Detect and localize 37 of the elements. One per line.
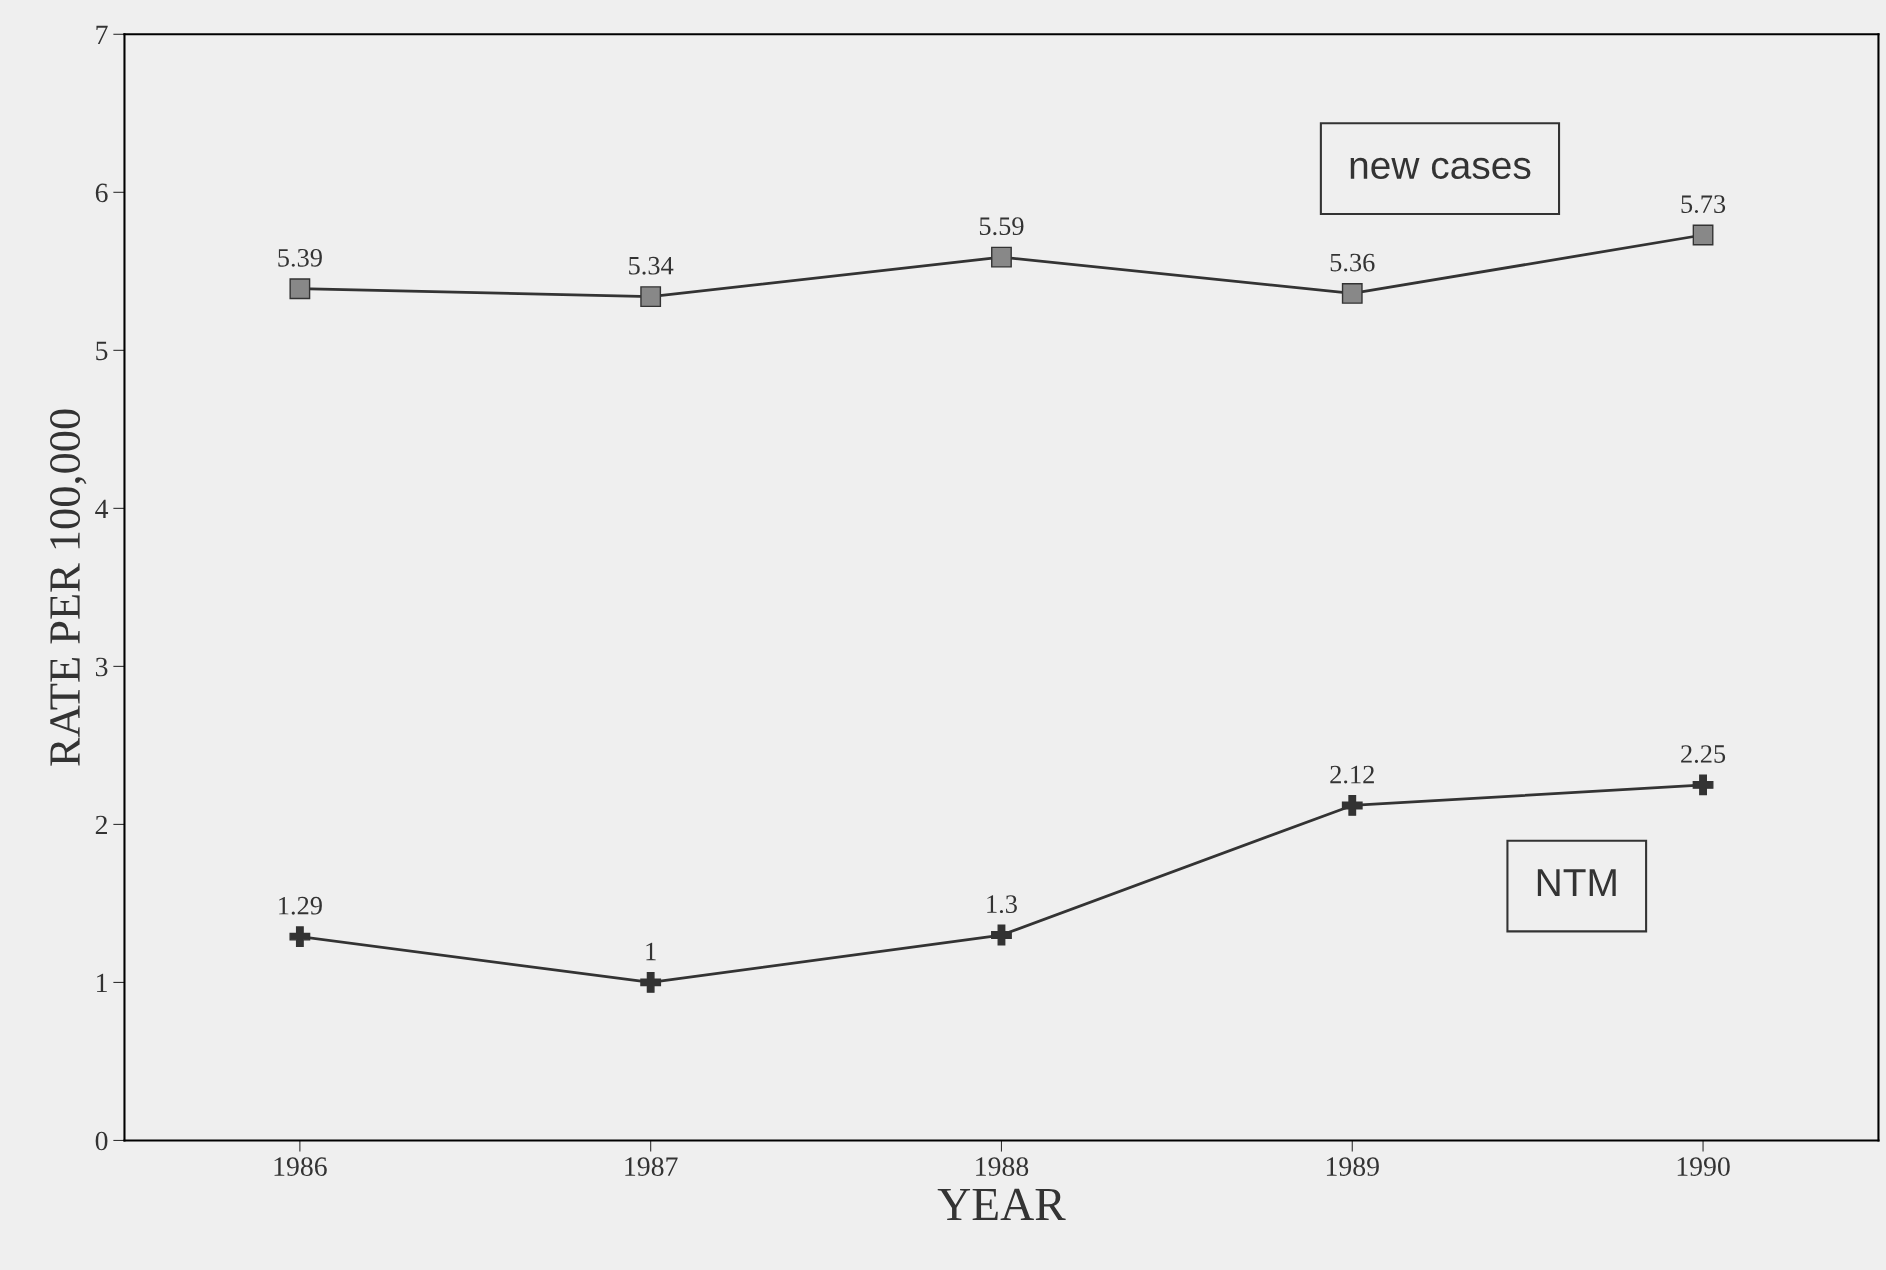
y-tick-label: 3 [95,657,108,677]
data-label: 2.25 [1681,745,1726,763]
point [289,278,311,300]
point [640,972,662,993]
y-axis-title: RATE PER 100,000 [50,409,87,766]
data-label: 1 [646,942,656,961]
text: new cases [1350,157,1531,180]
y-tick-label: 4 [95,499,109,518]
y-tick-label: 5 [96,341,108,361]
data-label: 5.39 [278,248,322,267]
point [289,926,311,948]
data-label: 2.12 [1330,765,1374,784]
point [640,286,662,308]
data-label: 5.36 [1330,253,1375,272]
y-tick-label: 1 [97,973,107,993]
point [1341,283,1363,304]
data-label: 5.59 [979,217,1024,236]
point [991,924,1012,946]
point [1692,774,1714,796]
data-label: 5.73 [1681,195,1726,214]
x-tick-label: 1986 [274,1157,327,1176]
x-tick-label: 1988 [976,1157,1029,1176]
x-tick-label: 1989 [1326,1157,1379,1176]
y-tick-label: 6 [95,183,108,203]
point [991,246,1012,268]
x-tick-label: 1987 [625,1157,678,1176]
y-tick-label: 2 [95,815,107,835]
x-axis-title: YEAR [937,1188,1066,1220]
y-tick-label: 0 [95,1131,108,1151]
data-label: 1.29 [279,896,322,915]
data-label: 1.3 [987,895,1017,914]
y-tick-label: 7 [96,25,108,44]
series-label: NTM [1537,869,1616,897]
data-label: 5.34 [629,256,674,275]
point [1341,795,1363,816]
x-tick-label: 1990 [1677,1157,1730,1176]
point [1692,224,1714,246]
